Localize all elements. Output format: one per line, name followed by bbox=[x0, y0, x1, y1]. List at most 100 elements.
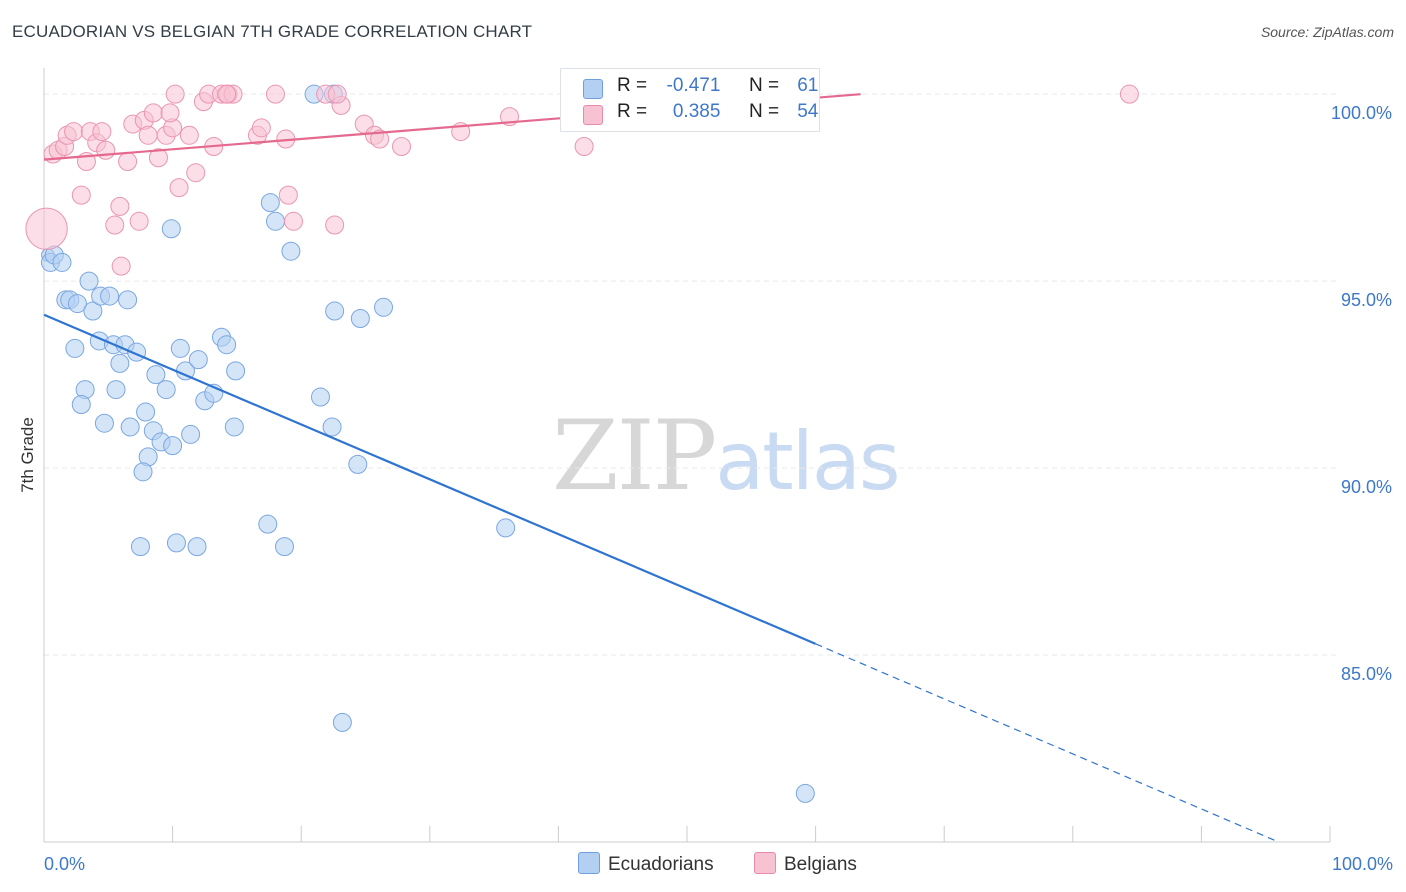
belgian-point bbox=[64, 122, 84, 142]
correlation-legend: R = -0.471 N = 61 R = 0.385 N = 54 bbox=[560, 68, 820, 132]
ecuadorian-point bbox=[332, 712, 352, 732]
ecuadorian-point bbox=[325, 301, 345, 321]
belgian-point bbox=[283, 211, 303, 231]
ecuadorian-point bbox=[100, 286, 120, 306]
ecuadorian-point bbox=[217, 335, 237, 355]
ecuadorian-point bbox=[146, 365, 166, 385]
ecuadorian-point bbox=[136, 402, 156, 422]
belgian-point bbox=[118, 151, 138, 171]
ecuadorian-point bbox=[110, 353, 130, 373]
legend-n-label: N = bbox=[748, 75, 780, 96]
legend-n-label: N = bbox=[748, 101, 780, 122]
bottom-legend-ecuadorians: Ecuadorians bbox=[578, 852, 714, 876]
legend-swatch-belgians bbox=[583, 105, 603, 125]
belgian-point bbox=[179, 125, 199, 145]
belgian-point bbox=[92, 122, 112, 142]
belgian-point bbox=[217, 84, 237, 104]
legend-r-value-belgians: 0.385 bbox=[672, 101, 721, 122]
belgian-point bbox=[138, 125, 158, 145]
belgian-point bbox=[186, 163, 206, 183]
ecuadorian-point bbox=[224, 417, 244, 437]
bottom-legend-swatch-belgians bbox=[754, 852, 776, 874]
ecuadorian-point bbox=[156, 380, 176, 400]
ecuadorian-point bbox=[163, 436, 183, 456]
ecuadorian-point bbox=[161, 219, 181, 239]
ecuadorian-point bbox=[226, 361, 246, 381]
belgian-point bbox=[165, 84, 185, 104]
bottom-legend-label-ecuadorians: Ecuadorians bbox=[608, 854, 714, 875]
belgian-point bbox=[278, 185, 298, 205]
y-tick-label: 95.0% bbox=[1341, 290, 1392, 310]
ecuadorian-point bbox=[118, 290, 138, 310]
belgian-point bbox=[392, 137, 412, 157]
watermark: ZIPatlas bbox=[552, 400, 901, 512]
x-tick-label-max: 100.0% bbox=[1332, 854, 1393, 874]
belgian-point bbox=[370, 129, 390, 149]
belgian-point bbox=[169, 178, 189, 198]
ecuadorian-point bbox=[374, 297, 394, 317]
belgian-point bbox=[251, 118, 271, 138]
ecuadorian-point bbox=[106, 380, 126, 400]
belgian-point bbox=[111, 256, 131, 276]
belgian-point bbox=[148, 148, 168, 168]
belgian-point bbox=[25, 207, 68, 250]
ecuadorian-point bbox=[181, 424, 201, 444]
ecuadorian-point bbox=[166, 533, 186, 553]
y-tick-label: 100.0% bbox=[1331, 103, 1392, 123]
legend-r-value-ecuadorians: -0.471 bbox=[666, 75, 721, 96]
legend-r-label: R = bbox=[617, 75, 648, 96]
ecuadorian-point bbox=[79, 271, 99, 291]
belgian-point bbox=[105, 215, 125, 235]
ecuadorian-point bbox=[274, 537, 294, 557]
belgian-point bbox=[129, 211, 149, 231]
belgian-point bbox=[327, 84, 347, 104]
ecuadorian-point bbox=[350, 309, 370, 329]
ecuadorian-point bbox=[170, 338, 190, 358]
y-axis-title: 7th Grade bbox=[18, 417, 37, 493]
belgian-point bbox=[96, 140, 116, 160]
legend-swatch-ecuadorians bbox=[583, 79, 603, 99]
ecuadorian-point bbox=[265, 211, 285, 231]
ecuadorian-point bbox=[260, 193, 280, 213]
ecuadorian-point bbox=[348, 454, 368, 474]
ecuadorian-point bbox=[71, 395, 91, 415]
ecuadorian-point bbox=[83, 301, 103, 321]
bottom-legend-belgians: Belgians bbox=[754, 852, 857, 876]
bottom-legend-swatch-ecuadorians bbox=[578, 852, 600, 874]
y-tick-label: 85.0% bbox=[1341, 664, 1392, 684]
ecuadorian-point bbox=[496, 518, 516, 538]
belgian-point bbox=[265, 84, 285, 104]
belgian-point bbox=[143, 103, 163, 123]
ecuadorian-point bbox=[310, 387, 330, 407]
chart-title: ECUADORIAN VS BELGIAN 7TH GRADE CORRELAT… bbox=[12, 22, 533, 41]
belgian-point bbox=[71, 185, 91, 205]
ecuadorian-point bbox=[52, 252, 72, 272]
x-tick-label-min: 0.0% bbox=[44, 854, 85, 874]
ecuadorian-point bbox=[795, 783, 815, 803]
belgian-point bbox=[325, 215, 345, 235]
ecuadorian-point bbox=[120, 417, 140, 437]
legend-n-value-ecuadorians: 61 bbox=[797, 75, 819, 96]
ecuadorian-point bbox=[133, 462, 153, 482]
belgian-point bbox=[574, 137, 594, 157]
watermark-zip: ZIP bbox=[552, 400, 717, 512]
ecuadorian-trendline bbox=[43, 313, 817, 645]
belgian-point bbox=[160, 103, 180, 123]
bottom-legend-label-belgians: Belgians bbox=[784, 854, 857, 875]
source-credit: Source: ZipAtlas.com bbox=[1260, 24, 1394, 40]
ecuadorian-point bbox=[281, 241, 301, 261]
ecuadorian-point bbox=[67, 294, 87, 314]
ecuadorian-point bbox=[130, 537, 150, 557]
y-tick-label: 90.0% bbox=[1341, 477, 1392, 497]
ecuadorian-point bbox=[94, 413, 114, 433]
watermark-atlas: atlas bbox=[715, 415, 900, 508]
legend-r-label: R = bbox=[617, 101, 648, 122]
ecuadorian-point bbox=[258, 514, 278, 534]
ecuadorian-point bbox=[65, 338, 85, 358]
ecuadorian-point bbox=[187, 537, 207, 557]
ecuadorian-point bbox=[322, 417, 342, 437]
ecuadorian-trendline-extension bbox=[815, 643, 1279, 843]
ecuadorian-point bbox=[188, 350, 208, 370]
legend-n-value-belgians: 54 bbox=[797, 101, 819, 122]
